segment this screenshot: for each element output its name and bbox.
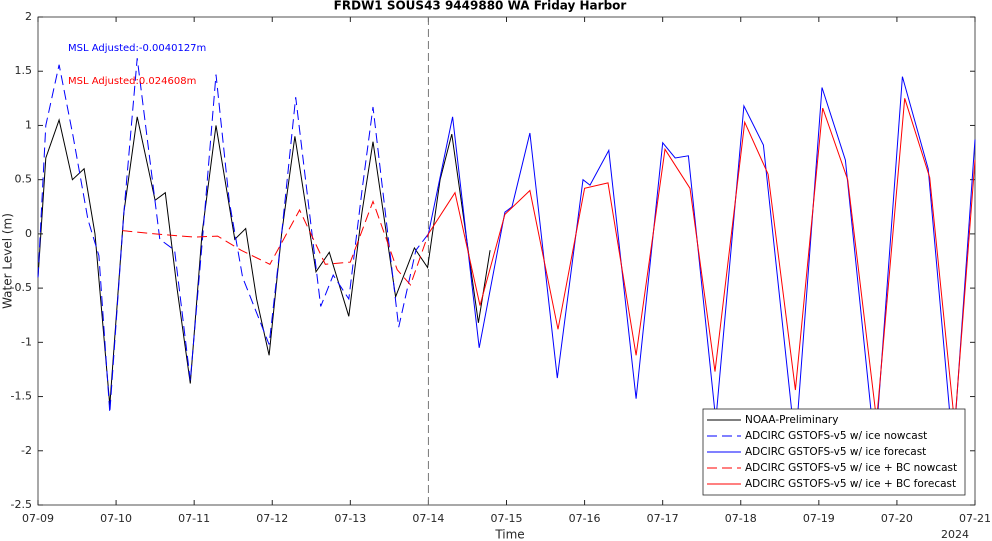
y-tick-label: 0.5 — [15, 173, 33, 186]
x-tick-label: 07-13 — [334, 512, 366, 525]
series-line — [122, 199, 429, 286]
y-tick-label: 2 — [25, 10, 32, 23]
x-tick-label: 07-20 — [881, 512, 913, 525]
legend-label: ADCIRC GSTOFS-v5 w/ ice + BC nowcast — [745, 462, 957, 474]
x-tick-label: 07-18 — [725, 512, 757, 525]
x-tick-label: 07-21 — [959, 512, 991, 525]
legend-label: ADCIRC GSTOFS-v5 w/ ice nowcast — [745, 430, 927, 442]
legend: NOAA-Preliminary ADCIRC GSTOFS-v5 w/ ice … — [702, 408, 966, 496]
y-tick-label: -0.5 — [11, 281, 32, 294]
y-tick-label: 0 — [25, 227, 32, 240]
y-tick-label: -1.5 — [11, 390, 32, 403]
legend-label: ADCIRC GSTOFS-v5 w/ ice forecast — [745, 446, 926, 458]
legend-label: ADCIRC GSTOFS-v5 w/ ice + BC forecast — [745, 478, 956, 490]
series-line — [427, 98, 976, 425]
y-tick-label: -1 — [21, 335, 32, 348]
legend-box — [702, 408, 966, 496]
x-tick-label: 07-17 — [647, 512, 679, 525]
x-tick-label: 07-12 — [256, 512, 288, 525]
x-tick-label: 07-14 — [412, 512, 444, 525]
x-tick-label: 07-11 — [178, 512, 210, 525]
annotation: MSL Adjusted:-0.0040127m — [68, 43, 206, 54]
x-year-label: 2024 — [941, 528, 969, 541]
y-axis-label: Water Level (m) — [1, 213, 15, 309]
y-tick-label: -2 — [21, 444, 32, 457]
x-tick-label: 07-15 — [491, 512, 523, 525]
x-tick-label: 07-09 — [22, 512, 54, 525]
annotation: MSL Adjusted:0.024608m — [68, 76, 196, 87]
x-tick-label: 07-16 — [569, 512, 601, 525]
y-tick-label: -2.5 — [11, 498, 32, 511]
series-line — [37, 58, 429, 413]
chart-title: FRDW1 SOUS43 9449880 WA Friday Harbor — [334, 0, 627, 13]
series-line — [37, 116, 491, 406]
y-tick-label: 1.5 — [15, 64, 33, 77]
x-tick-label: 07-10 — [100, 512, 132, 525]
legend-label: NOAA-Preliminary — [745, 414, 838, 426]
y-tick-label: 1 — [25, 118, 32, 131]
x-tick-label: 07-19 — [803, 512, 835, 525]
x-axis-label: Time — [494, 528, 524, 541]
